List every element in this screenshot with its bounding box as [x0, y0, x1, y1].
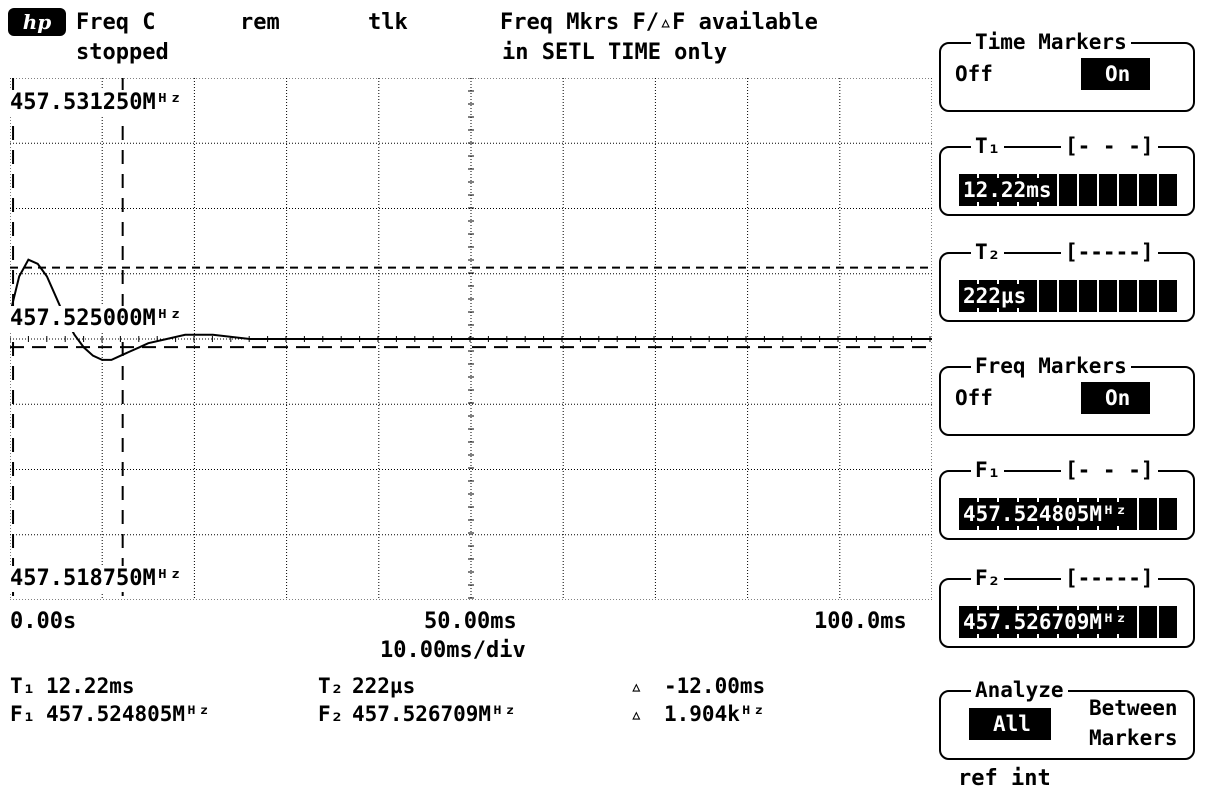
delta-time-icon: ▵ [630, 674, 643, 698]
delta-time-value: -12.00ms [664, 674, 766, 698]
t2-readout-value: 222µs [352, 674, 416, 698]
t1-marker-softkey[interactable]: T₁ [- - -] 12.22ms [939, 133, 1195, 216]
y-bottom-label: 457.518750Mᴴᶻ [10, 566, 183, 592]
frequency-vs-time-plot [10, 78, 932, 600]
freq-markers-title: Freq Markers [971, 353, 1131, 379]
f1-marker-softkey[interactable]: F₁ [- - -] 457.524805Mᴴᶻ [939, 457, 1195, 540]
time-markers-title: Time Markers [971, 29, 1131, 55]
analyze-between-line1[interactable]: Between [1089, 696, 1178, 720]
t1-softkey-bracket: [- - -] [1061, 133, 1158, 159]
freq-markers-on-option[interactable]: On [1080, 382, 1151, 414]
y-top-label: 457.531250Mᴴᶻ [10, 90, 183, 116]
marker-lines [10, 78, 932, 600]
t2-softkey-bracket: [-----] [1061, 239, 1158, 265]
t1-readout-label: T₁ [10, 674, 36, 698]
t1-field-value: 12.22ms [963, 178, 1056, 202]
f2-field-value: 457.526709Mᴴᶻ [963, 610, 1132, 634]
f2-readout-value: 457.526709Mᴴᶻ [352, 702, 517, 726]
frequency-trace [10, 258, 932, 361]
run-state-label: stopped [76, 40, 169, 65]
t2-value-field[interactable]: 222µs [959, 280, 1177, 312]
analyze-title: Analyze [971, 677, 1068, 703]
f2-value-field[interactable]: 457.526709Mᴴᶻ [959, 606, 1177, 638]
analyze-between-line2[interactable]: Markers [1089, 726, 1178, 750]
t1-softkey-title: T₁ [971, 133, 1005, 159]
f1-readout-label: F₁ [10, 702, 36, 726]
y-mid-label: 457.525000Mᴴᶻ [10, 306, 183, 332]
t1-value-field[interactable]: 12.22ms [959, 174, 1177, 206]
x-start-label: 0.00s [10, 609, 77, 634]
f1-softkey-title: F₁ [971, 457, 1005, 483]
notice-line-1: Freq Mkrs F/▵F available [500, 10, 818, 35]
freq-markers-off-option[interactable]: Off [955, 386, 993, 410]
f1-readout-value: 457.524805Mᴴᶻ [46, 702, 211, 726]
f1-field-value: 457.524805Mᴴᶻ [963, 502, 1132, 526]
reference-indicator: ref int [958, 766, 1051, 791]
analyze-all-option[interactable]: All [969, 708, 1051, 740]
freq-markers-softkey[interactable]: Freq Markers Off On [939, 353, 1195, 436]
x-end-label: 100.0ms [814, 609, 907, 634]
x-mid-label: 50.00ms [424, 609, 517, 634]
t2-readout-label: T₂ [318, 674, 344, 698]
mode-label: Freq C [76, 10, 156, 35]
delta-freq-value: 1.904kᴴᶻ [664, 702, 766, 726]
notice-line-2: in SETL TIME only [502, 40, 728, 65]
delta-freq-icon: ▵ [630, 702, 643, 726]
time-markers-on-option[interactable]: On [1080, 58, 1151, 90]
analyze-softkey[interactable]: Analyze All Between Markers [939, 677, 1195, 760]
f1-softkey-bracket: [- - -] [1061, 457, 1158, 483]
f2-readout-label: F₂ [318, 702, 344, 726]
time-markers-off-option[interactable]: Off [955, 62, 993, 86]
time-markers-softkey[interactable]: Time Markers Off On [939, 29, 1195, 112]
f2-marker-softkey[interactable]: F₂ [-----] 457.526709Mᴴᶻ [939, 565, 1195, 648]
remote-indicator: rem [240, 10, 280, 35]
x-scale-label: 10.00ms/div [380, 638, 526, 663]
f2-softkey-title: F₂ [971, 565, 1005, 591]
t2-softkey-title: T₂ [971, 239, 1005, 265]
t2-marker-softkey[interactable]: T₂ [-----] 222µs [939, 239, 1195, 322]
hp-logo: hp [8, 8, 66, 36]
talk-indicator: tlk [368, 10, 408, 35]
t1-readout-value: 12.22ms [46, 674, 135, 698]
t2-field-value: 222µs [963, 284, 1031, 308]
f2-softkey-bracket: [-----] [1061, 565, 1158, 591]
f1-value-field[interactable]: 457.524805Mᴴᶻ [959, 498, 1177, 530]
